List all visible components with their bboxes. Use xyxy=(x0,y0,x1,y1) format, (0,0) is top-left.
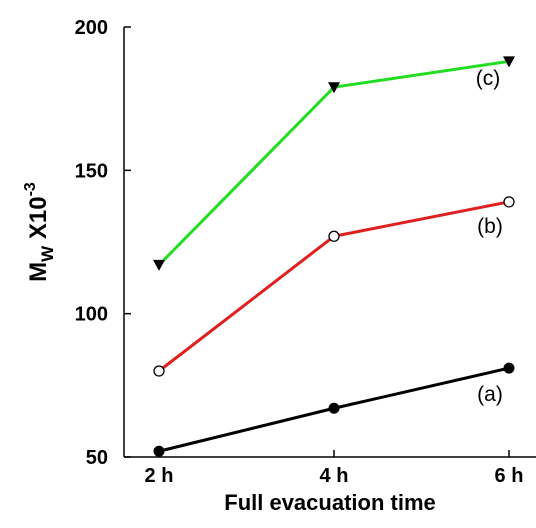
data-point-marker xyxy=(328,230,340,242)
y-ticks: 50 100 150 200 xyxy=(75,17,131,469)
y-axis-title-subscript: W xyxy=(38,245,57,262)
x-axis-title: Full evacuation time xyxy=(224,490,436,515)
y-tick-label: 150 xyxy=(75,160,108,182)
y-axis-title: MW X10-3 xyxy=(22,182,57,282)
series-label: (b) xyxy=(477,215,503,238)
y-axis-title-superscript: -3 xyxy=(22,182,39,196)
series-1: (a) xyxy=(153,362,515,457)
y-axis-title-middle: X10 xyxy=(25,196,52,245)
data-point-marker xyxy=(153,365,165,377)
data-point-marker xyxy=(328,402,340,414)
data-point-marker xyxy=(153,445,165,457)
data-point-marker xyxy=(503,56,515,68)
series-layer: (a) (b) (c) xyxy=(153,56,515,457)
y-tick-label: 100 xyxy=(75,304,108,326)
x-tick-label: 4 h xyxy=(320,465,349,487)
x-tick-label: 2 h xyxy=(145,465,174,487)
axes xyxy=(123,27,536,458)
y-axis-title-main: M xyxy=(25,262,52,282)
y-tick-label: 200 xyxy=(75,17,108,39)
data-point-marker xyxy=(503,362,515,374)
series-label: (a) xyxy=(477,383,503,406)
data-point-marker xyxy=(328,82,340,94)
data-point-marker xyxy=(153,259,165,271)
series-2: (b) xyxy=(153,196,515,377)
y-tick-label: 50 xyxy=(86,447,108,469)
x-ticks: 2 h 4 h 6 h xyxy=(145,450,524,487)
x-tick-label: 6 h xyxy=(495,465,524,487)
series-label: (c) xyxy=(476,67,501,90)
series-3: (c) xyxy=(153,56,515,271)
series-line xyxy=(158,200,510,373)
data-point-marker xyxy=(503,196,515,208)
